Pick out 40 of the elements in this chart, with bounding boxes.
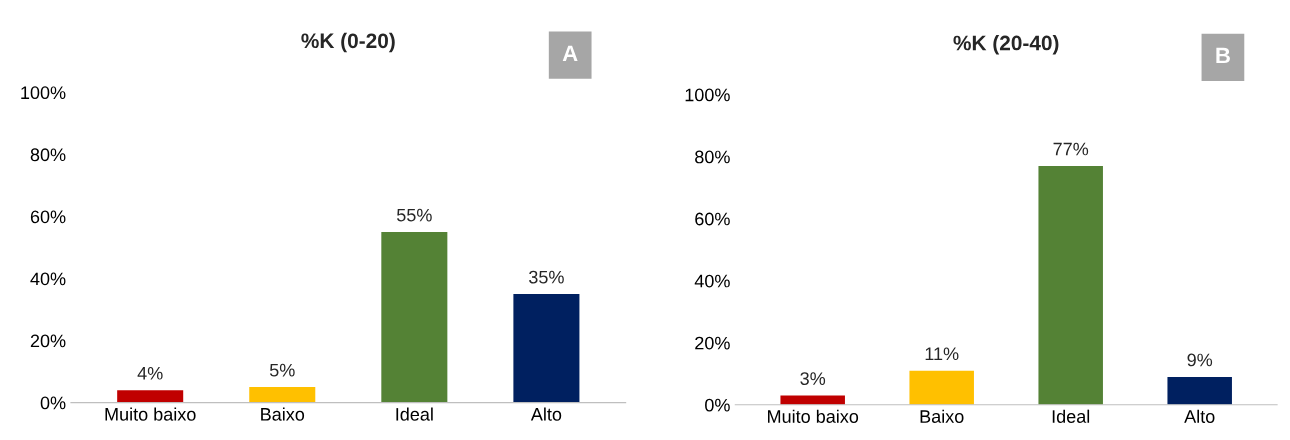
y-tick-label: 60% — [30, 210, 66, 224]
bar — [513, 294, 580, 403]
y-tick-label: 40% — [30, 272, 66, 286]
bar — [780, 395, 845, 405]
data-label: 9% — [1187, 353, 1213, 367]
y-tick-label: 20% — [30, 334, 66, 348]
data-label: 55% — [396, 208, 432, 222]
y-tick-label: 100% — [685, 88, 730, 102]
data-label: 11% — [925, 347, 959, 361]
y-tick-label: 40% — [694, 274, 730, 288]
bar — [249, 387, 316, 403]
x-tick-label: Baixo — [920, 409, 964, 423]
bar — [381, 231, 448, 403]
bar — [1167, 376, 1232, 405]
text: A — [562, 45, 578, 61]
y-tick-label: 80% — [695, 150, 730, 164]
x-tick-label: Muito baixo — [105, 407, 196, 421]
x-tick-label: Ideal — [1052, 409, 1090, 423]
y-tick-label: 0% — [40, 396, 66, 410]
y-tick-label: 60% — [695, 212, 730, 226]
text: B — [1216, 47, 1230, 64]
chart-title: %K (0-20) — [301, 32, 395, 53]
bar — [909, 370, 974, 405]
data-label: 3% — [800, 372, 826, 385]
chart-title: %K (20-40) — [953, 35, 1059, 55]
bar — [1038, 165, 1103, 405]
y-tick-label: 20% — [695, 336, 730, 350]
y-tick-label: 0% — [705, 398, 730, 412]
y-tick-label: 80% — [30, 148, 66, 162]
data-label: 77% — [1053, 142, 1089, 156]
x-tick-label: Muito baixo — [768, 409, 859, 423]
x-tick-label: Alto — [530, 407, 562, 421]
data-label: 5% — [269, 363, 295, 377]
x-tick-label: Ideal — [396, 407, 433, 421]
x-tick-label: Baixo — [261, 407, 305, 421]
bar — [117, 390, 184, 403]
x-tick-label: Alto — [1184, 409, 1215, 423]
data-label: 4% — [137, 366, 163, 380]
data-label: 35% — [529, 270, 564, 284]
y-tick-label: 100% — [21, 86, 66, 100]
